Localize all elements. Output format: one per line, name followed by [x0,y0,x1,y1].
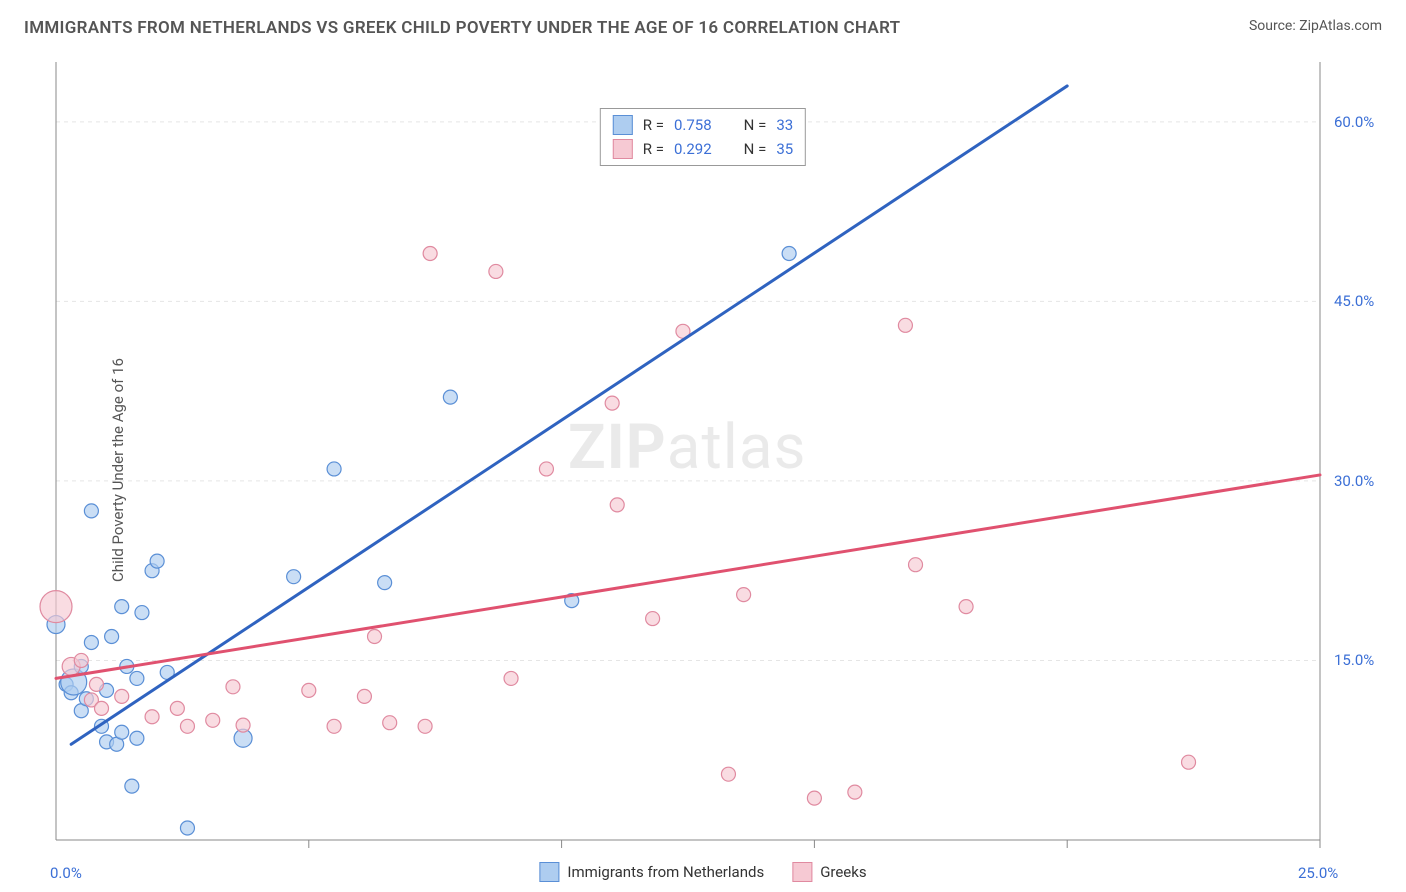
legend-item: Greeks [792,862,866,882]
legend-swatch-pink [792,862,812,882]
source-link[interactable]: ZipAtlas.com [1299,18,1382,34]
y-tick-label: 30.0% [1334,472,1374,490]
legend-series: Immigrants from Netherlands Greeks [539,862,866,882]
legend-row: R = 0.292 N = 35 [613,137,793,161]
x-tick-last: 25.0% [1298,864,1338,882]
y-axis-label: Child Poverty Under the Age of 16 [109,358,127,582]
legend-swatch-blue [613,115,633,135]
legend-swatch-blue [539,862,559,882]
scatter-plot [0,48,1406,892]
y-tick-label: 60.0% [1334,113,1374,131]
legend-correlation: R = 0.758 N = 33 R = 0.292 N = 35 [600,108,806,166]
legend-swatch-pink [613,139,633,159]
legend-row: R = 0.758 N = 33 [613,113,793,137]
y-tick-label: 45.0% [1334,292,1374,310]
legend-n-value: 35 [776,140,793,158]
chart-title: IMMIGRANTS FROM NETHERLANDS VS GREEK CHI… [24,18,900,38]
legend-r-value: 0.292 [674,140,712,158]
x-tick-first: 0.0% [50,864,82,882]
y-tick-label: 15.0% [1334,651,1374,669]
legend-label: Immigrants from Netherlands [567,863,764,881]
legend-label: Greeks [820,863,866,881]
chart-container: Child Poverty Under the Age of 16 ZIPatl… [0,48,1406,892]
source-attribution: Source: ZipAtlas.com [1249,18,1382,34]
source-prefix: Source: [1249,18,1299,34]
legend-n-label: N = [744,116,767,134]
legend-n-value: 33 [776,116,793,134]
legend-r-label: R = [643,116,664,134]
legend-r-label: R = [643,140,664,158]
legend-item: Immigrants from Netherlands [539,862,764,882]
legend-n-label: N = [744,140,767,158]
legend-r-value: 0.758 [674,116,712,134]
